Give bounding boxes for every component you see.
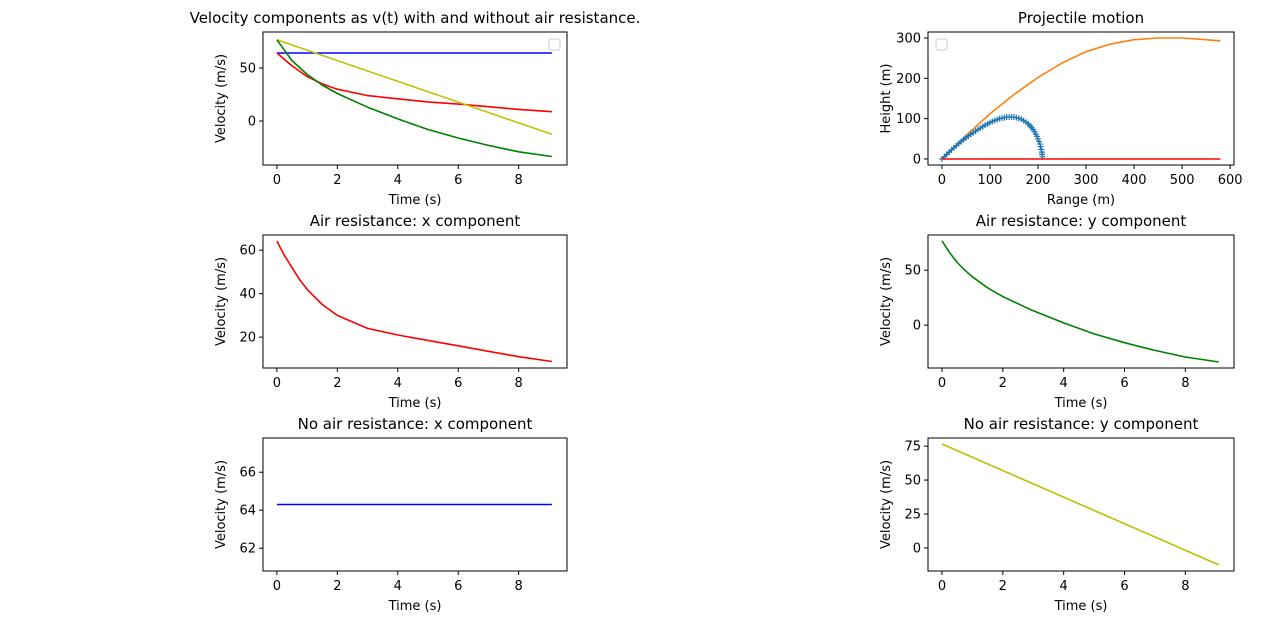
x-tick-label: 6	[1120, 579, 1128, 594]
series-line-noair_y-0	[941, 443, 1220, 566]
x-tick-label: 0	[273, 376, 281, 391]
x-tick-label: 2	[999, 579, 1007, 594]
series-line-combined-2	[276, 39, 553, 136]
chart-title: Air resistance: x component	[310, 212, 521, 230]
x-tick-label: 8	[1181, 376, 1189, 391]
y-axis-label: Velocity (m/s)	[879, 460, 894, 549]
y-tick-label: 66	[239, 466, 256, 481]
y-tick-label: 40	[239, 287, 256, 302]
x-tick-label: 4	[394, 579, 402, 594]
x-tick-label: 8	[515, 376, 523, 391]
x-tick-label: 0	[273, 173, 281, 188]
y-tick-label: 75	[904, 440, 921, 455]
plot-frame	[262, 234, 568, 369]
x-tick-label: 0	[938, 579, 946, 594]
y-tick-label: 0	[913, 152, 921, 167]
x-tick-label: 6	[454, 579, 462, 594]
x-tick-label: 6	[454, 376, 462, 391]
x-axis-label: Time (s)	[1054, 396, 1108, 411]
chart-projectile: 0 100 200 300 400 500 600 0 100 200 300 Projectile …	[879, 9, 1243, 208]
y-tick-label: 0	[913, 541, 921, 556]
series-line-air_x-0	[276, 240, 553, 363]
plot-frame	[927, 234, 1235, 369]
y-tick-label: 60	[239, 244, 256, 259]
x-axis-label: Time (s)	[388, 396, 442, 411]
y-tick-label: 62	[239, 542, 256, 557]
series-line-air_y-0	[941, 240, 1219, 363]
y-tick-label: 0	[248, 115, 256, 130]
x-tick-label: 2	[333, 173, 341, 188]
x-tick-label: 0	[938, 376, 946, 391]
chart-title: Projectile motion	[1018, 9, 1144, 27]
x-tick-label: 4	[1060, 376, 1068, 391]
plot-frame	[927, 437, 1235, 572]
y-tick-label: 100	[896, 112, 921, 127]
x-axis-label: Time (s)	[388, 193, 442, 208]
legend-box	[548, 38, 561, 51]
y-tick-label: 300	[896, 32, 921, 47]
x-tick-label: 8	[515, 173, 523, 188]
chart-title: Velocity components as v(t) with and wit…	[190, 9, 641, 27]
legend-box	[935, 38, 948, 51]
x-tick-label: 400	[1122, 173, 1147, 188]
x-tick-label: 100	[978, 173, 1003, 188]
x-tick-label: 500	[1170, 173, 1195, 188]
y-tick-label: 25	[904, 508, 921, 523]
chart-combined: 0 2 4 6 8 0 50 Velocity components as v(t) with…	[190, 9, 641, 208]
y-axis-label: Velocity (m/s)	[214, 257, 229, 346]
series-point-projectile-1	[1036, 141, 1043, 148]
y-axis-label: Velocity (m/s)	[214, 460, 229, 549]
chart-title: No air resistance: y component	[964, 415, 1199, 433]
x-tick-label: 2	[333, 376, 341, 391]
chart-noair_y: 0 2 4 6 8 0 25 50 75 No air resistance: y compone…	[879, 415, 1235, 614]
y-tick-label: 50	[239, 62, 256, 77]
y-axis-label: Velocity (m/s)	[879, 257, 894, 346]
y-tick-label: 50	[904, 474, 921, 489]
x-tick-label: 4	[394, 173, 402, 188]
series-point-projectile-1	[1038, 146, 1045, 153]
y-tick-label: 0	[913, 319, 921, 334]
x-tick-label: 2	[333, 579, 341, 594]
y-tick-label: 50	[904, 264, 921, 279]
plot-frame	[262, 437, 568, 572]
x-tick-label: 8	[1181, 579, 1189, 594]
x-tick-label: 8	[515, 579, 523, 594]
chart-air_y: 0 2 4 6 8 0 50 Air resistance: y component Time …	[879, 212, 1235, 411]
y-axis-label: Height (m)	[879, 64, 894, 134]
plot-frame	[927, 31, 1235, 166]
y-tick-label: 64	[239, 504, 256, 519]
x-tick-label: 2	[999, 376, 1007, 391]
x-tick-label: 0	[938, 173, 946, 188]
series-point-projectile-1	[1037, 143, 1044, 150]
x-tick-label: 0	[273, 579, 281, 594]
x-tick-label: 4	[1060, 579, 1068, 594]
chart-air_x: 0 2 4 6 8 20 40 60 Air resistance: x component Ti…	[214, 212, 568, 411]
x-tick-label: 600	[1218, 173, 1243, 188]
series-line-combined-1	[276, 52, 552, 113]
x-axis-label: Time (s)	[388, 599, 442, 614]
x-tick-label: 300	[1074, 173, 1099, 188]
y-axis-label: Velocity (m/s)	[214, 54, 229, 143]
chart-title: Air resistance: y component	[976, 212, 1187, 230]
plot-frame	[262, 31, 568, 166]
series-line-combined-3	[276, 39, 553, 158]
y-tick-label: 20	[239, 331, 256, 346]
y-tick-label: 200	[896, 72, 921, 87]
x-tick-label: 4	[394, 376, 402, 391]
x-axis-label: Range (m)	[1047, 193, 1115, 208]
x-axis-label: Time (s)	[1054, 599, 1108, 614]
x-tick-label: 6	[454, 173, 462, 188]
x-tick-label: 6	[1120, 376, 1128, 391]
series-line-projectile-0	[941, 37, 1221, 160]
x-tick-label: 200	[1026, 173, 1051, 188]
chart-title: No air resistance: x component	[298, 415, 533, 433]
chart-noair_x: 0 2 4 6 8 62 64 66 No air resistance: x componen…	[214, 415, 568, 614]
